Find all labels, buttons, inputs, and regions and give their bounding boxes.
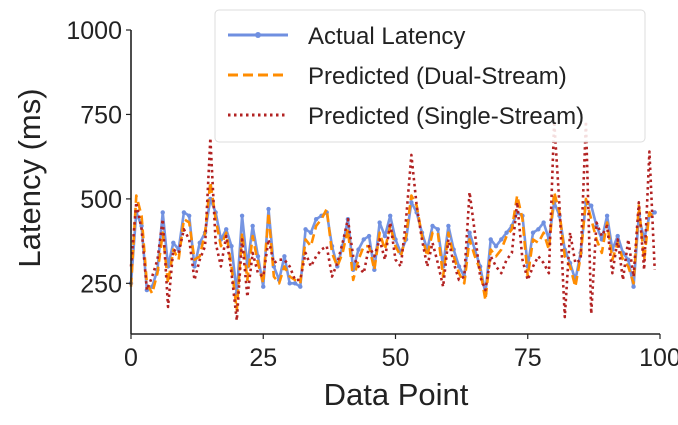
- legend-item-dual-stream: Predicted (Dual-Stream): [228, 63, 567, 90]
- legend-item-single-stream: Predicted (Single-Stream): [228, 103, 584, 130]
- series-line-predicted-single-stream: [129, 119, 657, 322]
- x-tick-label: 100: [639, 344, 678, 372]
- y-tick-label: 750: [80, 101, 122, 129]
- data-point: [604, 213, 610, 218]
- legend-marker-actual: [255, 32, 261, 38]
- data-point: [181, 210, 187, 215]
- legend-label-dual-stream: Predicted (Dual-Stream): [308, 63, 567, 90]
- data-point: [589, 203, 594, 208]
- data-point: [382, 233, 388, 239]
- legend-frame: [214, 9, 646, 143]
- data-point: [652, 210, 657, 215]
- data-point: [308, 230, 314, 235]
- x-tick-label: 0: [124, 344, 138, 372]
- data-point: [255, 254, 261, 259]
- data-point: [626, 257, 631, 262]
- x-tick-label: 50: [382, 344, 410, 372]
- data-point: [536, 227, 541, 232]
- y-axis-title: Latency (ms): [12, 88, 47, 267]
- legend: Actual Latency Predicted (Dual-Stream) P…: [214, 9, 646, 143]
- data-point: [224, 227, 229, 232]
- y-ticks: 250 500 750 1000: [66, 17, 131, 298]
- data-point: [361, 237, 366, 242]
- y-tick-label: 1000: [66, 17, 122, 45]
- data-point: [493, 243, 499, 249]
- data-point: [456, 264, 462, 269]
- x-ticks: 0 25 50 75 100: [124, 334, 678, 372]
- x-axis-title: Data Point: [324, 377, 469, 412]
- legend-item-actual: Actual Latency: [228, 23, 465, 50]
- y-tick-label: 250: [80, 270, 122, 298]
- legend-label-actual: Actual Latency: [308, 23, 465, 50]
- data-point: [388, 213, 393, 218]
- legend-label-single-stream: Predicted (Single-Stream): [308, 103, 584, 130]
- data-point: [467, 230, 472, 235]
- series-layer: [128, 119, 657, 322]
- data-point: [356, 247, 361, 252]
- data-point: [488, 237, 493, 242]
- x-tick-label: 25: [249, 344, 277, 372]
- series-predicted-dual-stream: [129, 180, 656, 312]
- y-tick-label: 500: [80, 186, 122, 214]
- data-point: [292, 281, 298, 286]
- series-line-predicted-dual-stream: [129, 180, 656, 312]
- data-point: [377, 220, 382, 225]
- data-point: [435, 227, 441, 232]
- data-point: [186, 213, 192, 218]
- data-point: [499, 237, 504, 242]
- data-point: [430, 223, 435, 229]
- data-point: [239, 213, 245, 218]
- data-point: [197, 240, 202, 245]
- data-point: [282, 254, 287, 259]
- data-point: [261, 284, 266, 289]
- data-point: [313, 216, 319, 222]
- data-point: [631, 284, 636, 289]
- data-point: [303, 227, 308, 232]
- data-point: [139, 223, 144, 229]
- data-point: [229, 243, 234, 249]
- data-point: [530, 230, 536, 235]
- data-point: [366, 233, 372, 239]
- data-point: [298, 284, 303, 289]
- data-point: [541, 220, 546, 225]
- data-point: [266, 206, 271, 212]
- data-point: [171, 240, 176, 245]
- data-point: [409, 200, 414, 205]
- data-point: [446, 223, 451, 229]
- series-predicted-single-stream: [129, 119, 657, 322]
- data-point: [160, 210, 165, 215]
- data-point: [504, 230, 509, 235]
- data-point: [287, 281, 292, 286]
- data-point: [615, 233, 620, 239]
- data-point: [250, 223, 255, 229]
- x-tick-label: 75: [514, 344, 542, 372]
